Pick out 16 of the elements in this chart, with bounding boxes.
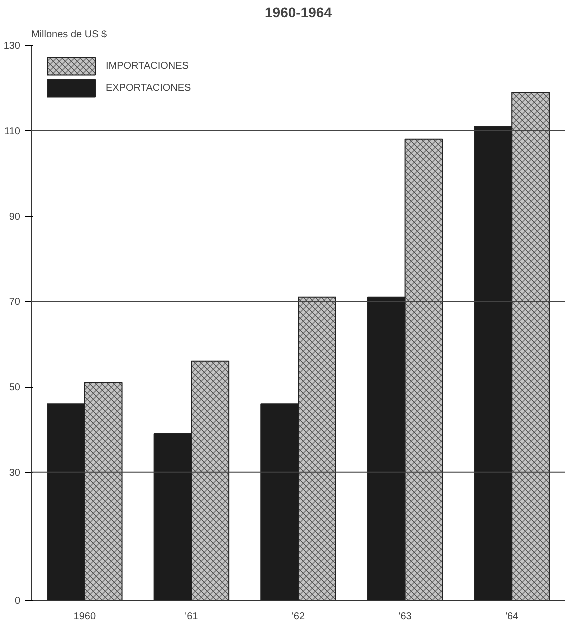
y-tick-label: 110 <box>4 126 21 138</box>
y-tick-label: 0 <box>14 596 21 607</box>
y-tick-label: 50 <box>9 382 21 394</box>
x-tick-label: '64 <box>506 612 520 622</box>
legend-label: EXPORTACIONES <box>106 82 192 94</box>
y-tick-label: 90 <box>9 212 21 223</box>
x-tick-label: '61 <box>185 612 199 622</box>
y-tick-label: 30 <box>9 468 21 479</box>
y-axis-title: Millones de US $ <box>32 30 108 40</box>
x-tick-label: '62 <box>292 612 306 622</box>
x-tick-label: '63 <box>398 612 412 622</box>
chart-title: 1960-1964 <box>265 4 332 20</box>
y-tick-label: 130 <box>4 41 21 52</box>
legend-label: IMPORTACIONES <box>106 60 189 72</box>
x-tick-label: 1960 <box>74 612 96 622</box>
y-tick-label: 70 <box>9 297 21 308</box>
